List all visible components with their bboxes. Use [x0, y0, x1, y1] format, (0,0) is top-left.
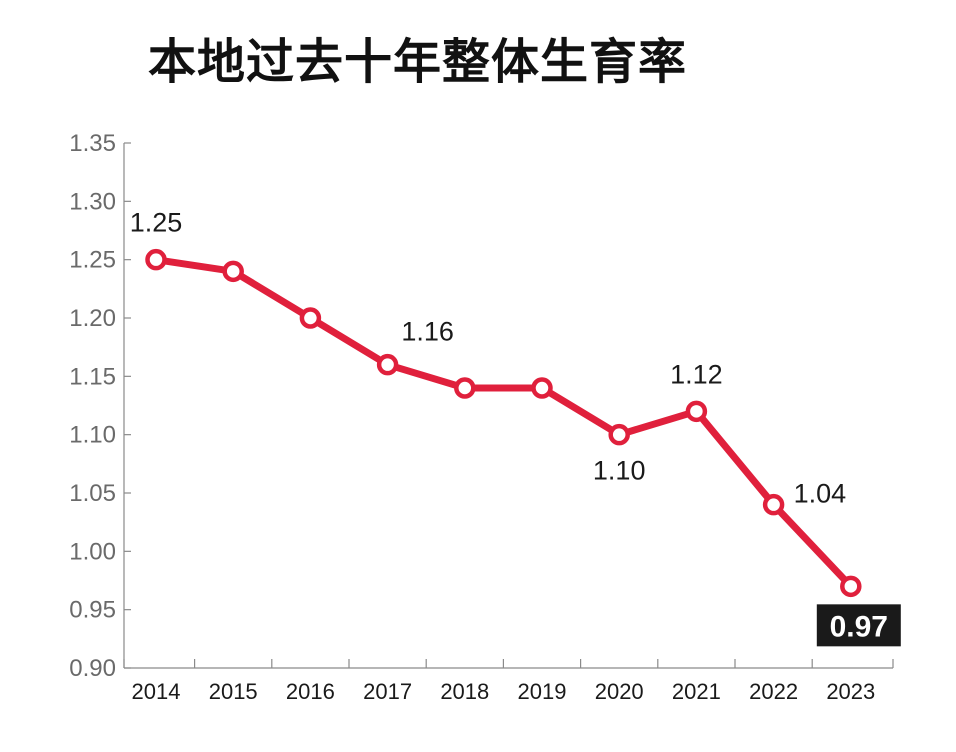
data-label: 1.10 — [593, 456, 646, 486]
x-tick-label: 2014 — [132, 679, 181, 704]
y-tick-label: 1.20 — [69, 305, 116, 332]
data-label: 1.04 — [794, 479, 847, 509]
data-point — [299, 307, 322, 329]
chart-title: 本地过去十年整体生育率 — [148, 34, 688, 90]
data-point — [840, 575, 862, 598]
data-point — [608, 423, 630, 446]
x-tick-label: 2022 — [749, 679, 798, 704]
x-tick-label: 2020 — [595, 679, 644, 704]
y-tick-label: 1.25 — [69, 247, 116, 274]
y-tick-label: 1.00 — [69, 538, 116, 565]
y-tick-label: 1.35 — [69, 130, 116, 157]
y-axis-ticks: 0.90 0.95 1.00 1.05 1.10 1.15 1.20 1.25 1.30 1.35 — [69, 130, 131, 682]
data-point — [376, 353, 399, 376]
x-tick-label: 2023 — [826, 679, 875, 704]
y-tick-label: 1.05 — [69, 480, 116, 507]
data-label-highlight: 0.97 — [830, 610, 888, 643]
x-tick-label: 2017 — [363, 679, 412, 704]
y-tick-label: 1.10 — [69, 422, 116, 449]
data-point — [685, 400, 708, 423]
y-tick-label: 1.30 — [69, 188, 116, 215]
data-point — [145, 248, 167, 271]
y-tick-label: 0.95 — [69, 597, 116, 624]
x-tick-label: 2021 — [672, 679, 721, 704]
series-line — [152, 256, 855, 590]
data-point — [531, 377, 553, 399]
x-tick-label: 2018 — [440, 679, 489, 704]
data-label: 1.16 — [401, 317, 454, 347]
y-tick-label: 0.90 — [69, 655, 116, 682]
x-tick-label: 2019 — [518, 679, 567, 704]
highlight-label-box — [816, 604, 901, 647]
data-point — [762, 493, 785, 516]
data-label: 1.25 — [130, 208, 183, 238]
series — [145, 248, 862, 598]
axes — [123, 143, 893, 669]
y-tick-label: 1.15 — [69, 363, 116, 390]
data-point — [454, 377, 476, 399]
data-label: 1.12 — [670, 359, 723, 389]
x-tick-label: 2015 — [209, 679, 258, 704]
x-axis-ticks: 2014 2015 2016 2017 2018 2019 2020 2021 2022 2023 — [123, 659, 894, 704]
data-labels: 1.25 1.16 1.10 1.12 1.04 0.97 — [130, 208, 901, 647]
data-point — [222, 260, 244, 283]
x-tick-label: 2016 — [286, 679, 335, 704]
